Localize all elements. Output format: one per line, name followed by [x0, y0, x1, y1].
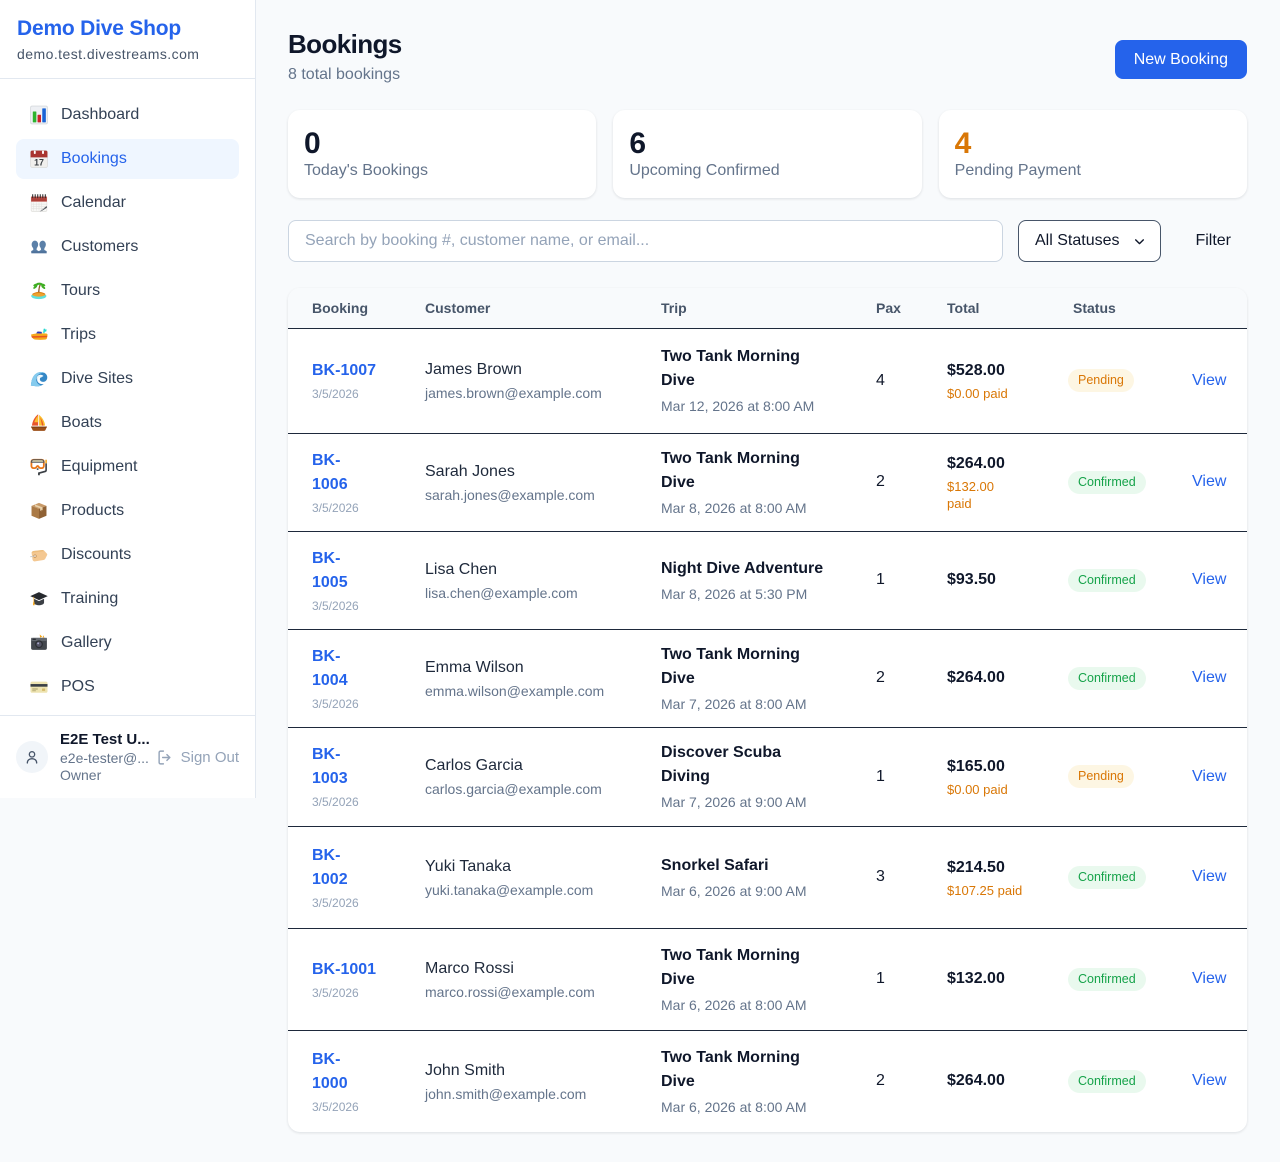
svg-text:17: 17: [34, 157, 44, 167]
